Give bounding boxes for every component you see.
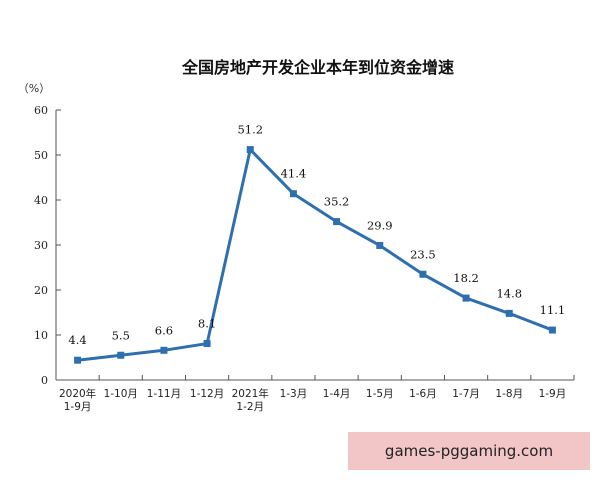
- data-point: [246, 146, 254, 154]
- y-tick-label: 0: [41, 374, 48, 387]
- data-label: 11.1: [540, 303, 566, 317]
- data-point: [289, 190, 297, 198]
- y-tick-label: 40: [34, 194, 48, 207]
- data-point: [117, 351, 125, 359]
- data-point: [376, 241, 384, 249]
- x-tick-label: 1-7月: [452, 388, 480, 400]
- data-label: 35.2: [324, 195, 350, 209]
- data-label: 51.2: [237, 123, 263, 137]
- x-tick-label: 2021年 1-2月: [232, 387, 269, 413]
- x-tick-label: 2020年 1-9月: [59, 387, 96, 413]
- x-tick-label: 1-10月: [104, 388, 138, 400]
- data-point: [419, 270, 427, 278]
- x-tick-label: 1-6月: [409, 388, 437, 400]
- watermark-banner: games-pggaming.com: [348, 432, 590, 470]
- x-tick-label: 1-3月: [280, 388, 308, 400]
- data-label: 29.9: [367, 218, 393, 232]
- x-tick-label: 1-11月: [147, 388, 181, 400]
- x-tick-label: 1-8月: [495, 388, 523, 400]
- y-axis-unit: （%）: [18, 82, 50, 95]
- data-label: 41.4: [281, 167, 307, 181]
- y-tick-label: 60: [34, 104, 48, 117]
- chart-title: 全国房地产开发企业本年到位资金增速: [181, 58, 454, 77]
- y-tick-label: 30: [34, 239, 48, 252]
- data-label: 8.1: [198, 317, 216, 331]
- data-point: [74, 356, 82, 364]
- axes: 0 10 20 30 40 50 60 2020年 1-9月 1-10月 1-11月 1-12月 202…: [34, 104, 575, 413]
- data-point: [548, 326, 556, 334]
- x-tick-label: 1-4月: [323, 388, 351, 400]
- data-point: [505, 309, 513, 317]
- x-tick-label: 1-12月: [190, 388, 224, 400]
- data-point: [333, 218, 341, 226]
- x-tick-label: 1-9月: [539, 388, 567, 400]
- data-label: 23.5: [410, 247, 436, 261]
- data-label: 18.2: [453, 271, 479, 285]
- y-tick-label: 20: [34, 284, 48, 297]
- data-label: 4.4: [68, 333, 86, 347]
- data-label: 14.8: [496, 286, 522, 300]
- data-point: [203, 340, 211, 348]
- series-line: [77, 148, 553, 362]
- y-tick-label: 50: [34, 149, 48, 162]
- data-label: 5.5: [112, 328, 130, 342]
- x-tick-label: 1-5月: [366, 388, 394, 400]
- y-tick-label: 10: [34, 329, 48, 342]
- data-point: [462, 294, 470, 302]
- data-label: 6.6: [155, 323, 173, 337]
- data-point: [160, 346, 168, 354]
- series-marks: 4.4 5.5 6.6 8.1 51.2 41.4 35.2 29.9 23.5 18.2 14.8…: [68, 123, 565, 364]
